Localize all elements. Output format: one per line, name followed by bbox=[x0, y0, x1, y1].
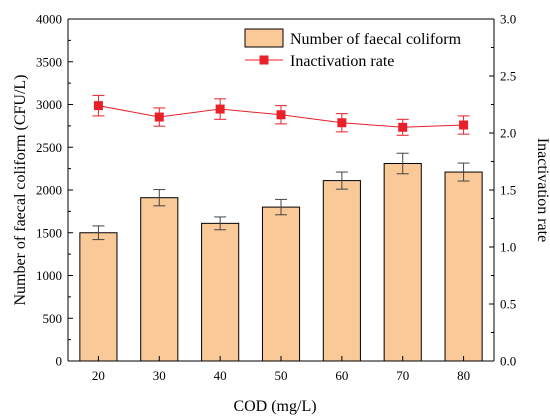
x-axis-title: COD (mg/L) bbox=[233, 398, 316, 415]
left-tick-label: 3500 bbox=[36, 54, 62, 69]
bar bbox=[79, 232, 118, 362]
bar bbox=[201, 222, 240, 362]
data-point bbox=[398, 122, 408, 132]
right-axis-title: Inactivation rate bbox=[534, 138, 550, 242]
bar bbox=[261, 206, 301, 362]
left-tick-label: 2500 bbox=[36, 140, 62, 155]
data-point bbox=[215, 104, 225, 114]
bar-series bbox=[79, 152, 483, 362]
x-tick-label: 60 bbox=[335, 368, 348, 383]
right-tick-label: 2.0 bbox=[500, 126, 516, 141]
right-tick-label: 0.5 bbox=[500, 297, 516, 312]
left-tick-label: 3000 bbox=[36, 97, 62, 112]
left-axis-ticks: 0 500 1000 1500 2000 2500 3000 3500 4000 bbox=[36, 12, 73, 369]
left-axis-title: Number of faecal coliform (CFU/L) bbox=[12, 74, 29, 305]
right-tick-label: 0.0 bbox=[500, 354, 516, 369]
left-tick-label: 2000 bbox=[36, 183, 62, 198]
data-point bbox=[337, 118, 347, 128]
bar bbox=[444, 171, 483, 362]
line-series bbox=[92, 94, 470, 136]
x-tick-label: 80 bbox=[457, 368, 470, 383]
legend-line-marker bbox=[259, 55, 269, 65]
legend: Number of faecal coliform Inactivation r… bbox=[244, 28, 462, 70]
right-tick-label: 1.0 bbox=[500, 240, 516, 255]
right-tick-label: 1.5 bbox=[500, 183, 516, 198]
x-tick-label: 40 bbox=[214, 368, 227, 383]
x-tick-label: 30 bbox=[153, 368, 166, 383]
right-tick-label: 2.5 bbox=[500, 69, 516, 84]
left-tick-label: 500 bbox=[43, 311, 63, 326]
x-axis-ticks: 20 30 40 50 60 70 80 bbox=[92, 356, 470, 383]
data-point bbox=[93, 101, 103, 111]
left-tick-label: 4000 bbox=[36, 12, 62, 27]
data-point bbox=[276, 110, 286, 120]
right-tick-label: 3.0 bbox=[500, 12, 516, 27]
legend-bar-swatch bbox=[244, 28, 284, 48]
bar bbox=[140, 197, 179, 362]
legend-line-label: Inactivation rate bbox=[290, 53, 394, 70]
data-point bbox=[154, 112, 164, 122]
bar bbox=[322, 180, 361, 362]
data-point bbox=[459, 120, 469, 130]
right-axis-ticks: 0.0 0.5 1.0 1.5 2.0 2.5 3.0 bbox=[489, 12, 516, 369]
left-tick-label: 0 bbox=[56, 354, 63, 369]
left-tick-label: 1000 bbox=[36, 268, 62, 283]
legend-bar-label: Number of faecal coliform bbox=[290, 31, 462, 48]
x-tick-label: 70 bbox=[396, 368, 409, 383]
bar bbox=[383, 162, 422, 362]
x-tick-label: 50 bbox=[275, 368, 288, 383]
x-tick-label: 20 bbox=[92, 368, 105, 383]
left-tick-label: 1500 bbox=[36, 225, 62, 240]
